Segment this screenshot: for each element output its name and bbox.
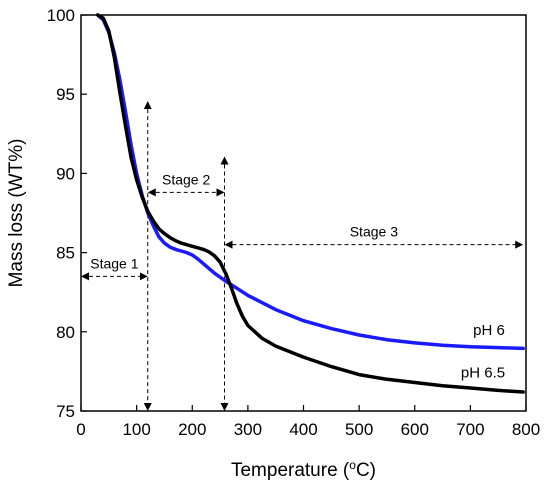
x-tick-label: 800 bbox=[512, 420, 540, 439]
stage-1-label: Stage 1 bbox=[90, 255, 138, 271]
data-series bbox=[95, 13, 525, 394]
series-line-ph6 bbox=[95, 13, 525, 351]
y-tick-label: 75 bbox=[56, 402, 75, 421]
x-tick-label: 200 bbox=[178, 420, 206, 439]
axis-ticks: 0 100 200 300 400 500 600 700 800 75 80 85 90 95 100 bbox=[47, 6, 541, 439]
stage-2-label: Stage 2 bbox=[162, 171, 210, 187]
y-tick-label: 80 bbox=[56, 323, 75, 342]
x-tick-label: 100 bbox=[122, 420, 150, 439]
y-tick-label: 85 bbox=[56, 244, 75, 263]
stage-annotations bbox=[81, 101, 524, 411]
stage-3-label: Stage 3 bbox=[350, 224, 398, 240]
x-tick-label: 700 bbox=[456, 420, 484, 439]
x-tick-label: 300 bbox=[234, 420, 262, 439]
x-tick-label: 400 bbox=[289, 420, 317, 439]
x-axis-label: Temperature (oC) bbox=[231, 458, 376, 481]
x-tick-label: 600 bbox=[401, 420, 429, 439]
series-label-ph6: pH 6 bbox=[473, 322, 505, 339]
y-tick-label: 100 bbox=[47, 6, 75, 25]
y-tick-label: 90 bbox=[56, 164, 75, 183]
y-axis-label: Mass loss (WT%) bbox=[6, 139, 27, 288]
x-tick-label: 0 bbox=[76, 420, 85, 439]
x-tick-label: 500 bbox=[345, 420, 373, 439]
series-line-ph6-5 bbox=[95, 13, 525, 394]
y-tick-label: 95 bbox=[56, 85, 75, 104]
series-label-ph6-5: pH 6.5 bbox=[461, 365, 505, 382]
